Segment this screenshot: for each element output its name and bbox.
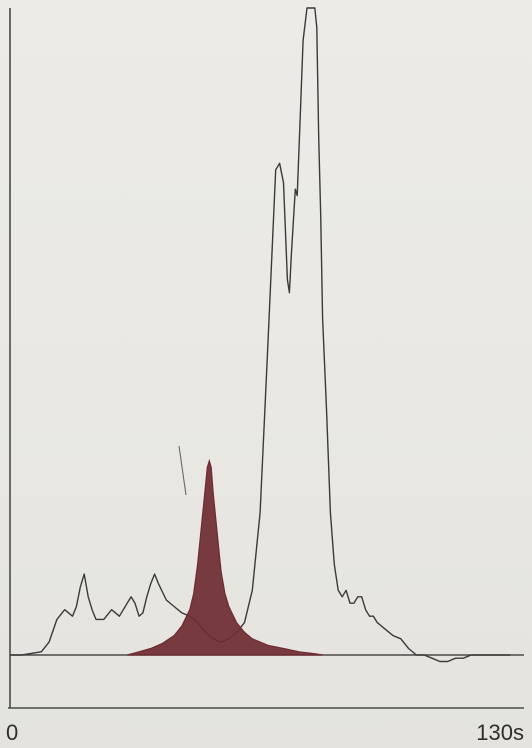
x-tick-labels: 0 130s	[6, 720, 524, 745]
series-layer	[10, 7, 511, 663]
filled-peak-series	[127, 458, 323, 656]
x-tick-label: 130s	[476, 720, 524, 745]
pen-mark	[178, 445, 187, 496]
outline-trace-series	[10, 7, 511, 663]
x-tick-label: 0	[6, 720, 18, 745]
